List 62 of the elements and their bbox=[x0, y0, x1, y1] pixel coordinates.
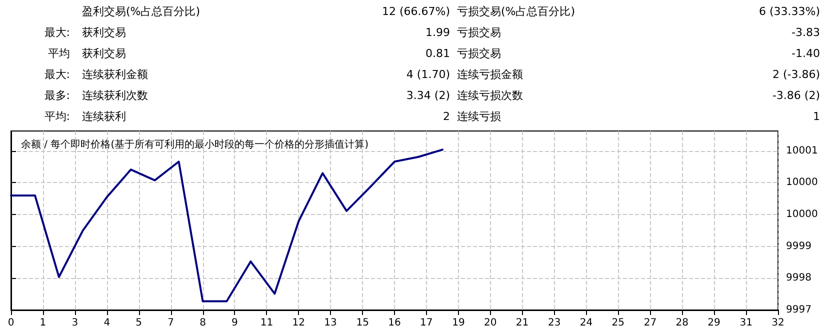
x-tick-label: 12 bbox=[292, 318, 305, 328]
text: 最大: bbox=[44, 68, 70, 82]
x-tick-label: 0 bbox=[8, 318, 14, 328]
y-tick-label: 10000 bbox=[786, 209, 818, 220]
x-tick-label: 19 bbox=[452, 318, 465, 328]
text: 连续亏损金额 bbox=[457, 68, 523, 82]
y-tick-label: 9998 bbox=[786, 272, 812, 284]
text: 1 bbox=[813, 110, 820, 124]
x-tick-label: 4 bbox=[104, 318, 110, 328]
text: 平均: bbox=[44, 110, 70, 124]
text: 1.99 bbox=[426, 26, 450, 40]
x-tick-label: 3 bbox=[72, 318, 78, 328]
y-tick-label: 9999 bbox=[786, 240, 812, 252]
x-tick-label: 21 bbox=[516, 318, 529, 328]
x-tick-label: 9 bbox=[231, 318, 238, 328]
x-tick-label: 31 bbox=[740, 318, 752, 328]
text: 获利交易 bbox=[82, 47, 126, 61]
text: 亏损交易(%占总百分比) bbox=[457, 5, 576, 19]
x-tick-label: 27 bbox=[644, 318, 657, 328]
x-tick-label: 17 bbox=[420, 318, 433, 328]
x-tick-label: 16 bbox=[388, 318, 401, 328]
text: 最大: bbox=[44, 26, 70, 40]
text: 平均 bbox=[48, 47, 70, 61]
text: 2 bbox=[443, 110, 450, 124]
text: 余额 / 每个即时价格(基于所有可利用的最小时段的每一个价格的分形插值计算) bbox=[21, 138, 369, 150]
text: 连续获利 bbox=[82, 110, 126, 124]
y-tick-label: 10000 bbox=[786, 177, 818, 188]
x-tick-label: 32 bbox=[772, 318, 784, 328]
text: 盈利交易(%占总百分比) bbox=[82, 5, 200, 19]
text: 连续亏损 bbox=[457, 110, 501, 124]
text: -1.40 bbox=[792, 47, 820, 61]
x-tick-label: 8 bbox=[200, 318, 206, 328]
x-tick-label: 28 bbox=[676, 318, 688, 328]
text: 亏损交易 bbox=[457, 47, 501, 61]
x-tick-label: 20 bbox=[484, 318, 497, 328]
text: 连续获利金额 bbox=[82, 68, 148, 82]
text: 4 (1.70) bbox=[406, 68, 450, 82]
x-tick-label: 24 bbox=[580, 318, 593, 328]
text: 连续亏损次数 bbox=[457, 89, 523, 103]
text: 6 (33.33%) bbox=[758, 5, 820, 19]
y-tick-label: 9997 bbox=[786, 304, 812, 316]
x-tick-label: 15 bbox=[356, 318, 369, 328]
text: 最多: bbox=[44, 89, 70, 103]
text: 0.81 bbox=[426, 47, 450, 61]
text: 获利交易 bbox=[82, 26, 126, 40]
x-tick-label: 25 bbox=[612, 318, 624, 328]
text: 2 (-3.86) bbox=[772, 68, 820, 82]
x-tick-label: 11 bbox=[260, 318, 274, 328]
text: 连续获利次数 bbox=[82, 89, 148, 103]
x-tick-label: 29 bbox=[708, 318, 720, 328]
y-tick-label: 10001 bbox=[786, 145, 818, 156]
x-tick-label: 7 bbox=[168, 318, 174, 328]
text: 12 (66.67%) bbox=[382, 5, 450, 19]
text: -3.83 bbox=[792, 26, 820, 40]
line-series bbox=[10, 148, 444, 302]
text: 亏损交易 bbox=[457, 26, 501, 40]
x-tick-label: 13 bbox=[324, 318, 337, 328]
text: 3.34 (2) bbox=[406, 89, 450, 103]
x-tick-label: 23 bbox=[548, 318, 561, 328]
text: -3.86 (2) bbox=[772, 89, 820, 103]
x-tick-label: 5 bbox=[136, 318, 142, 328]
x-tick-label: 1 bbox=[40, 318, 46, 328]
